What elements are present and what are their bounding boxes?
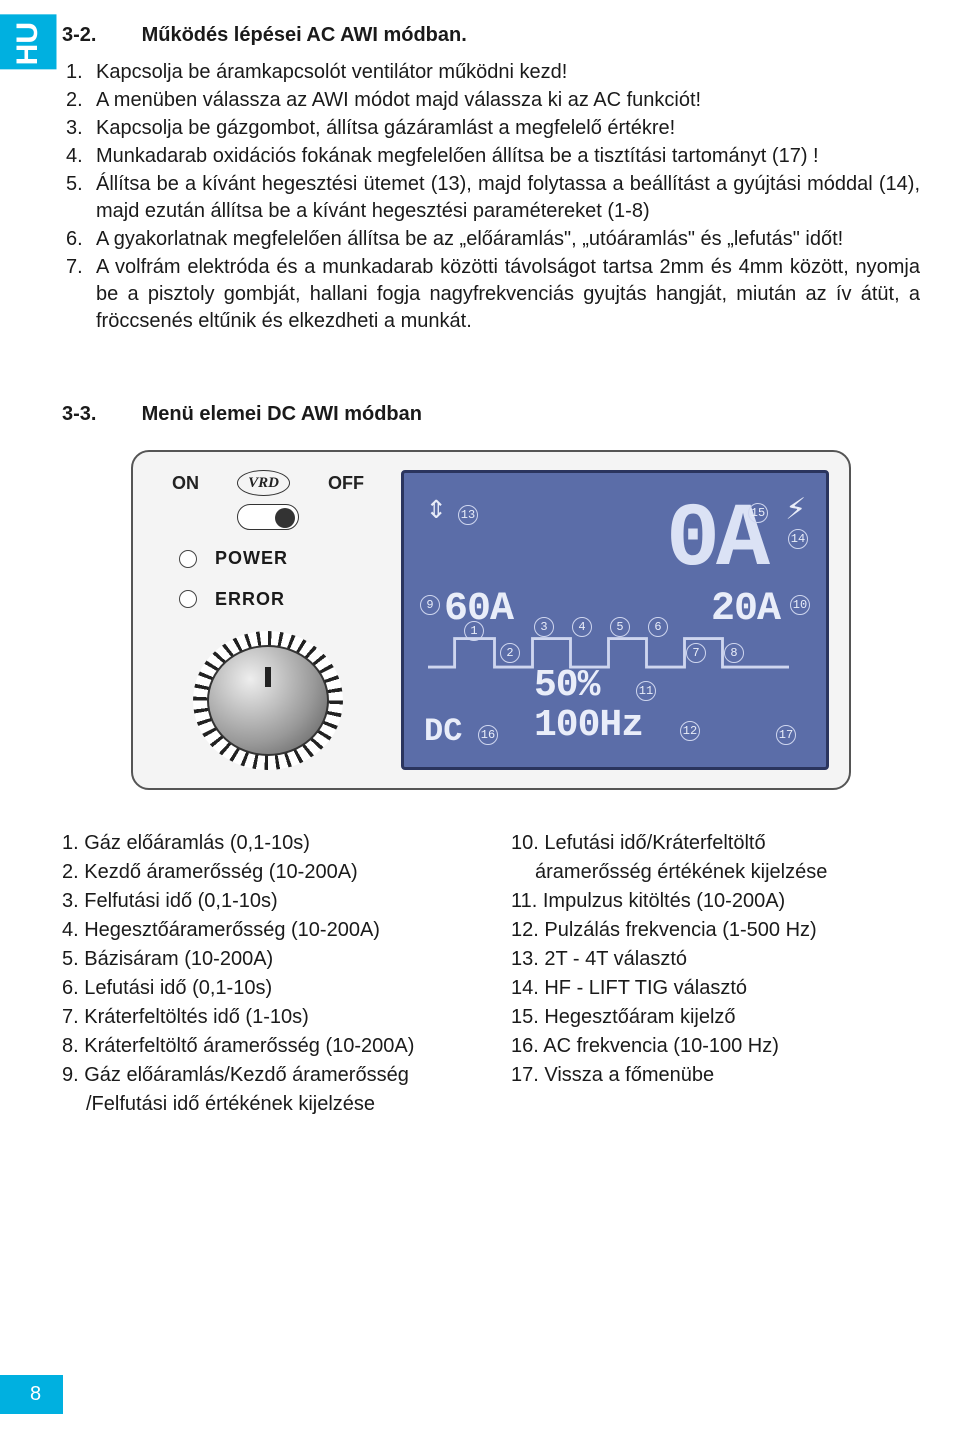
legend-item: 8. Kráterfeltöltő áramerősség (10-200A) bbox=[62, 1033, 471, 1060]
legend-item: 12. Pulzálás frekvencia (1-500 Hz) bbox=[511, 917, 920, 944]
legend-item: 9. Gáz előáramlás/Kezdő áramerősség bbox=[62, 1062, 471, 1089]
device-illustration: ON VRD OFF POWER ERROR bbox=[62, 450, 920, 790]
step-item: 3.Kapcsolja be gázgombot, állítsa gázára… bbox=[66, 115, 920, 142]
legend-item: 1. Gáz előáramlás (0,1-10s) bbox=[62, 830, 471, 857]
callout-3: 3 bbox=[534, 617, 554, 637]
step-item: 1.Kapcsolja be áramkapcsolót ventilátor … bbox=[66, 59, 920, 86]
legend-item: 10. Lefutási idő/Kráterfeltöltő bbox=[511, 830, 920, 857]
step-item: 2. A menüben válassza az AWI módot majd … bbox=[66, 87, 920, 114]
hf-icon: ⚡ bbox=[786, 489, 806, 535]
callout-12: 12 bbox=[680, 721, 700, 741]
error-label: ERROR bbox=[215, 587, 285, 611]
readout-20a: 20A bbox=[711, 583, 780, 637]
callout-6: 6 bbox=[648, 617, 668, 637]
legend-item: 17. Vissza a főmenübe bbox=[511, 1062, 920, 1089]
callout-11: 11 bbox=[636, 681, 656, 701]
callout-8: 8 bbox=[724, 643, 744, 663]
callout-16: 16 bbox=[478, 725, 498, 745]
callout-7: 7 bbox=[686, 643, 706, 663]
legend-item: 16. AC frekvencia (10-100 Hz) bbox=[511, 1033, 920, 1060]
legend-item: 4. Hegesztőáramerősség (10-200A) bbox=[62, 917, 471, 944]
control-panel: ON VRD OFF POWER ERROR bbox=[131, 450, 851, 790]
callout-15: 15 bbox=[748, 503, 768, 523]
callout-10: 10 bbox=[790, 595, 810, 615]
legend-item: 14. HF - LIFT TIG választó bbox=[511, 975, 920, 1002]
dc-label: DC bbox=[424, 710, 462, 753]
legend-left: 1. Gáz előáramlás (0,1-10s) 2. Kezdő ára… bbox=[62, 830, 471, 1120]
callout-17: 17 bbox=[776, 725, 796, 745]
callout-9: 9 bbox=[420, 595, 440, 615]
legend-item: 2. Kezdő áramerősség (10-200A) bbox=[62, 859, 471, 886]
legend-item-cont: /Felfutási idő értékének kijelzése bbox=[62, 1091, 471, 1118]
callout-4: 4 bbox=[572, 617, 592, 637]
vrd-badge: VRD bbox=[237, 470, 290, 496]
step-item: 5.Állítsa be a kívánt hegesztési ütemet … bbox=[66, 171, 920, 225]
step-item: 7.A volfrám elektróda és a munkadarab kö… bbox=[66, 254, 920, 335]
lcd-screen: ⇕ 13 0A 15 ⚡ 14 60A 9 20A 10 1 2 3 4 5 6 bbox=[401, 470, 829, 770]
callout-2: 2 bbox=[500, 643, 520, 663]
page-number: 8 bbox=[0, 1375, 63, 1414]
section-heading-2: 3-3. Menü elemei DC AWI módban bbox=[62, 401, 920, 428]
section-title: Működés lépései AC AWI módban. bbox=[142, 24, 467, 46]
legend-item: 13. 2T - 4T választó bbox=[511, 946, 920, 973]
legend-item: 3. Felfutási idő (0,1-10s) bbox=[62, 888, 471, 915]
section-number: 3-3. bbox=[62, 401, 136, 428]
legend-item: 15. Hegesztőáram kijelző bbox=[511, 1004, 920, 1031]
rotary-knob[interactable] bbox=[193, 631, 343, 770]
section-number: 3-2. bbox=[62, 22, 136, 49]
legend-item: 11. Impulzus kitöltés (10-200A) bbox=[511, 888, 920, 915]
callout-13: 13 bbox=[458, 505, 478, 525]
off-label: OFF bbox=[328, 471, 364, 495]
power-led bbox=[179, 550, 197, 568]
legend-item: 6. Lefutási idő (0,1-10s) bbox=[62, 975, 471, 1002]
readout-100hz: 100Hz bbox=[534, 700, 643, 751]
step-item: 4.Munkadarab oxidációs fokának megfelelő… bbox=[66, 143, 920, 170]
legend-columns: 1. Gáz előáramlás (0,1-10s) 2. Kezdő ára… bbox=[62, 830, 920, 1120]
callout-14: 14 bbox=[788, 529, 808, 549]
language-tab: HU bbox=[0, 14, 57, 69]
error-led bbox=[179, 590, 197, 608]
vrd-switch[interactable] bbox=[237, 504, 299, 530]
legend-item: 5. Bázisáram (10-200A) bbox=[62, 946, 471, 973]
legend-right: 10. Lefutási idő/Kráterfeltöltő áramerős… bbox=[511, 830, 920, 1120]
callout-1: 1 bbox=[464, 621, 484, 641]
legend-item: 7. Kráterfeltöltés idő (1-10s) bbox=[62, 1004, 471, 1031]
power-label: POWER bbox=[215, 546, 288, 570]
step-item: 6.A gyakorlatnak megfelelően állítsa be … bbox=[66, 226, 920, 253]
section-title: Menü elemei DC AWI módban bbox=[142, 403, 422, 425]
section-heading-1: 3-2. Működés lépései AC AWI módban. bbox=[62, 22, 920, 49]
updown-icon: ⇕ bbox=[426, 497, 446, 524]
steps-list: 1.Kapcsolja be áramkapcsolót ventilátor … bbox=[66, 59, 920, 335]
callout-5: 5 bbox=[610, 617, 630, 637]
on-label: ON bbox=[172, 471, 199, 495]
legend-item-cont: áramerősség értékének kijelzése bbox=[511, 859, 920, 886]
panel-left-column: ON VRD OFF POWER ERROR bbox=[153, 470, 383, 770]
page-body: 3-2. Működés lépései AC AWI módban. 1.Ka… bbox=[0, 0, 960, 1120]
